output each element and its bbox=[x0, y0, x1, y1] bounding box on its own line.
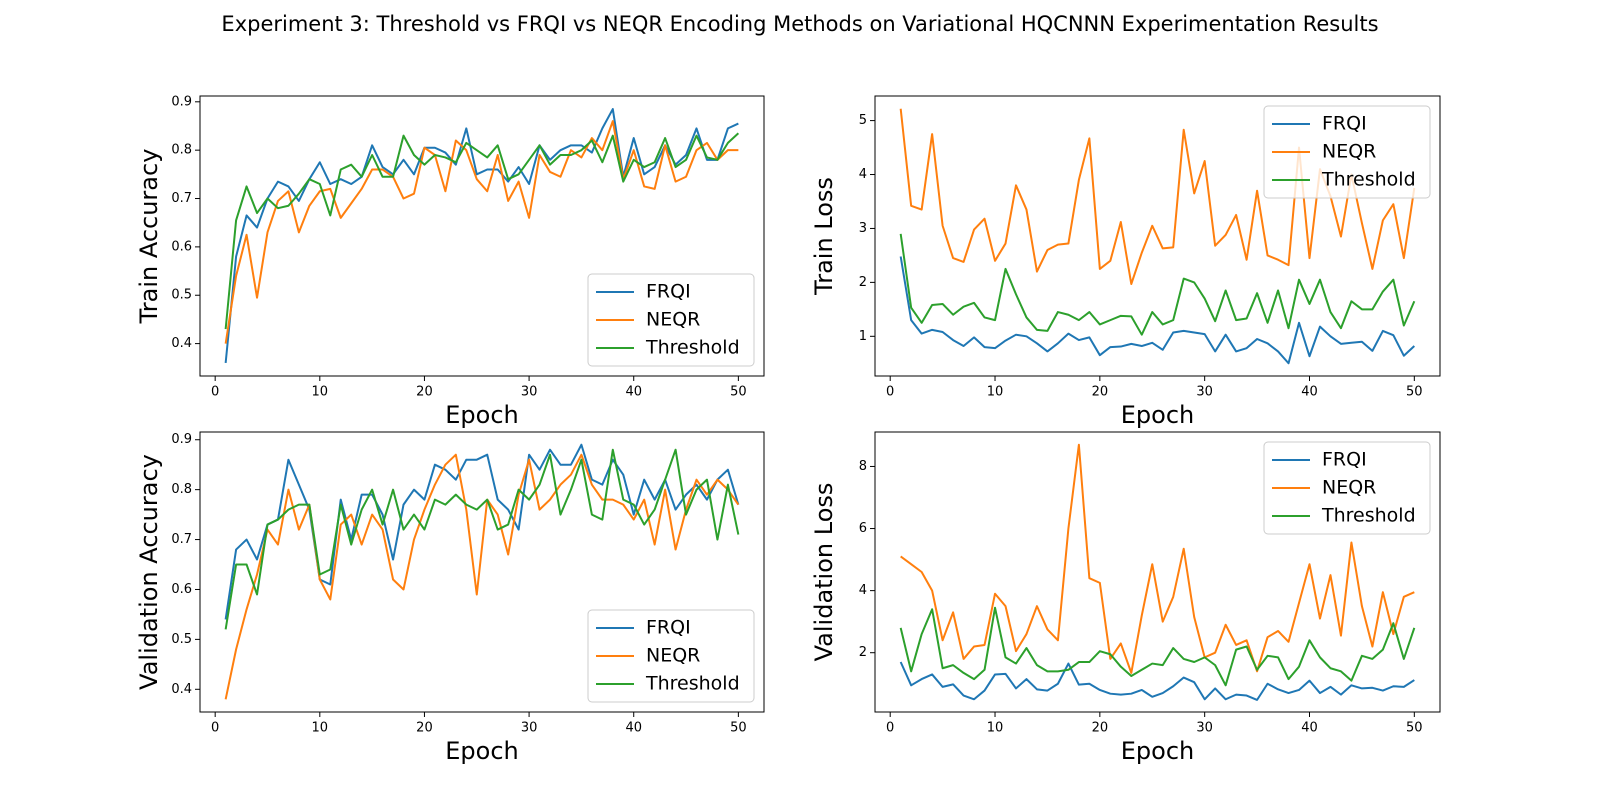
y-tick-label: 0.5 bbox=[171, 288, 192, 303]
data-line bbox=[224, 132, 740, 330]
y-tick-label: 0.5 bbox=[171, 632, 192, 647]
data-line bbox=[899, 256, 1415, 365]
y-tick-label: 4 bbox=[859, 583, 867, 598]
x-tick-label: 50 bbox=[1406, 385, 1423, 400]
x-tick-label: 0 bbox=[211, 385, 219, 400]
y-tick-label: 0.7 bbox=[171, 191, 192, 206]
legend-box bbox=[587, 609, 755, 703]
x-tick-label: 20 bbox=[1092, 385, 1109, 400]
legend-box bbox=[587, 273, 755, 367]
x-tick-label: 30 bbox=[1196, 721, 1213, 736]
y-tick-label: 5 bbox=[859, 113, 867, 128]
figure-title: Experiment 3: Threshold vs FRQI vs NEQR … bbox=[221, 12, 1378, 36]
subplot: 0 10 20 30 40 50 0.4 0.5 0.6 0.7 0.8 0.9 Epoch Valida… bbox=[135, 431, 765, 765]
plot-area bbox=[224, 443, 740, 700]
y-axis-label: Validation Loss bbox=[810, 483, 838, 662]
x-axis-label: Epoch bbox=[1121, 401, 1195, 429]
legend: FRQI NEQR Threshold bbox=[1263, 441, 1431, 535]
x-tick-label: 10 bbox=[312, 721, 329, 736]
x-tick-label: 50 bbox=[1406, 721, 1423, 736]
x-tick-label: 30 bbox=[521, 385, 538, 400]
legend-box bbox=[1263, 441, 1431, 535]
legend-box bbox=[1263, 105, 1431, 199]
axes-frame bbox=[874, 95, 1441, 377]
y-tick-label: 0.6 bbox=[171, 582, 192, 597]
x-tick-label: 40 bbox=[1301, 721, 1318, 736]
y-tick-label: 0.9 bbox=[171, 432, 192, 447]
legend-label: NEQR bbox=[1322, 141, 1376, 163]
y-tick-label: 0.8 bbox=[171, 143, 192, 158]
y-tick-label: 0.9 bbox=[171, 94, 192, 109]
data-line bbox=[224, 108, 739, 364]
legend-label: Threshold bbox=[645, 673, 740, 695]
data-line bbox=[899, 606, 1416, 687]
data-line bbox=[224, 448, 740, 630]
y-tick-label: 0.4 bbox=[171, 336, 192, 351]
subplot: 0 10 20 30 40 50 0.4 0.5 0.6 0.7 0.8 0.9 Epoch Train … bbox=[135, 94, 765, 429]
plot-area bbox=[899, 443, 1416, 701]
y-tick-label: 4 bbox=[859, 167, 867, 182]
x-tick-label: 40 bbox=[625, 721, 642, 736]
y-tick-label: 0.4 bbox=[171, 682, 192, 697]
x-tick-label: 30 bbox=[521, 721, 538, 736]
axes-frame bbox=[874, 431, 1441, 713]
legend-label: NEQR bbox=[646, 645, 700, 667]
subplot: 0 10 20 30 40 50 2 4 6 8 Epoch Validation Loss FRQI N… bbox=[810, 431, 1441, 765]
x-tick-label: 40 bbox=[625, 385, 642, 400]
subplot: 0 10 20 30 40 50 1 2 3 4 5 Epoch Train Loss FRQI NEQR T… bbox=[810, 95, 1441, 429]
y-tick-label: 8 bbox=[859, 459, 867, 474]
y-axis-label: Train Accuracy bbox=[135, 149, 163, 325]
x-tick-label: 0 bbox=[886, 385, 894, 400]
x-tick-label: 10 bbox=[987, 721, 1004, 736]
x-tick-label: 50 bbox=[730, 721, 747, 736]
legend-label: FRQI bbox=[1322, 449, 1367, 471]
y-tick-label: 2 bbox=[859, 645, 867, 660]
x-tick-label: 30 bbox=[1196, 385, 1213, 400]
x-tick-label: 10 bbox=[312, 385, 329, 400]
legend-label: FRQI bbox=[646, 281, 691, 303]
legend: FRQI NEQR Threshold bbox=[587, 273, 755, 367]
axes-frame bbox=[199, 431, 765, 713]
x-tick-label: 10 bbox=[987, 385, 1004, 400]
legend-label: FRQI bbox=[646, 617, 691, 639]
legend-label: Threshold bbox=[1321, 505, 1416, 527]
y-tick-label: 6 bbox=[859, 521, 867, 536]
y-axis-label: Train Loss bbox=[810, 177, 838, 296]
x-tick-label: 0 bbox=[211, 721, 219, 736]
data-line bbox=[900, 443, 1415, 674]
data-line bbox=[899, 661, 1415, 701]
y-tick-label: 0.8 bbox=[171, 482, 192, 497]
legend-label: Threshold bbox=[645, 337, 740, 359]
data-line bbox=[899, 233, 1416, 336]
y-tick-label: 2 bbox=[859, 275, 867, 290]
y-axis-label: Validation Accuracy bbox=[135, 454, 163, 690]
x-tick-label: 20 bbox=[1092, 721, 1109, 736]
data-line bbox=[224, 120, 739, 344]
x-tick-label: 50 bbox=[730, 385, 747, 400]
y-tick-label: 3 bbox=[859, 221, 867, 236]
x-tick-label: 0 bbox=[886, 721, 894, 736]
x-axis-label: Epoch bbox=[445, 401, 519, 429]
legend-label: Threshold bbox=[1321, 169, 1416, 191]
plot-area bbox=[224, 108, 740, 364]
x-tick-label: 20 bbox=[416, 385, 433, 400]
x-axis-label: Epoch bbox=[445, 737, 519, 765]
x-tick-label: 20 bbox=[416, 721, 433, 736]
legend: FRQI NEQR Threshold bbox=[587, 609, 755, 703]
x-tick-label: 40 bbox=[1301, 385, 1318, 400]
y-tick-label: 1 bbox=[859, 329, 867, 344]
y-tick-label: 0.6 bbox=[171, 239, 192, 254]
x-axis-label: Epoch bbox=[1121, 737, 1195, 765]
legend-label: NEQR bbox=[646, 309, 700, 331]
legend-label: NEQR bbox=[1322, 477, 1376, 499]
legend: FRQI NEQR Threshold bbox=[1263, 105, 1431, 199]
legend-label: FRQI bbox=[1322, 113, 1367, 135]
y-tick-label: 0.7 bbox=[171, 532, 192, 547]
axes-frame bbox=[199, 95, 765, 377]
